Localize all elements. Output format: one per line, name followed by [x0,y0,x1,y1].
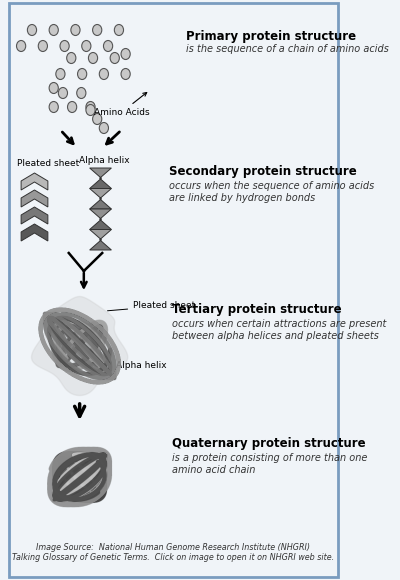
Circle shape [16,41,26,52]
Text: Secondary protein structure: Secondary protein structure [169,165,357,178]
Polygon shape [90,209,112,219]
Circle shape [49,24,58,35]
Polygon shape [32,296,128,396]
Text: occurs when the sequence of amino acids
are linked by hydrogen bonds: occurs when the sequence of amino acids … [169,181,374,202]
Text: Quaternary protein structure: Quaternary protein structure [172,437,365,450]
Circle shape [49,82,58,93]
Text: Image Source:  National Human Genome Research Institute (NHGRI)
Talking Glossary: Image Source: National Human Genome Rese… [12,543,334,563]
Circle shape [104,41,113,52]
Text: Amino Acids: Amino Acids [94,92,149,117]
Circle shape [49,102,58,113]
Text: is a protein consisting of more than one
amino acid chain: is a protein consisting of more than one… [172,453,367,474]
Text: Primary protein structure: Primary protein structure [186,30,356,43]
Polygon shape [21,224,48,241]
Circle shape [86,102,95,113]
Circle shape [110,53,119,63]
Polygon shape [21,190,48,207]
Circle shape [82,41,91,52]
Circle shape [92,24,102,35]
FancyBboxPatch shape [8,3,338,577]
Circle shape [58,88,68,99]
Text: Tertiary protein structure: Tertiary protein structure [172,303,341,316]
Circle shape [99,68,108,79]
Polygon shape [21,173,48,190]
Circle shape [68,102,77,113]
Polygon shape [90,199,112,209]
Circle shape [38,41,48,52]
Polygon shape [90,178,112,188]
Polygon shape [90,168,112,178]
Text: Alpha helix: Alpha helix [80,156,130,165]
Circle shape [114,24,124,35]
Text: Pleated sheet: Pleated sheet [17,159,79,168]
Circle shape [71,24,80,35]
Polygon shape [90,240,112,250]
Text: is the sequence of a chain of amino acids: is the sequence of a chain of amino acid… [186,44,389,54]
Text: Pleated sheet: Pleated sheet [108,302,195,311]
Circle shape [92,114,102,125]
Circle shape [56,68,65,79]
Polygon shape [90,219,112,230]
Circle shape [67,53,76,63]
Circle shape [121,49,130,60]
Polygon shape [90,188,112,199]
Polygon shape [90,230,112,240]
Circle shape [27,24,36,35]
Circle shape [60,41,69,52]
Text: Alpha helix: Alpha helix [77,359,167,369]
Circle shape [121,68,130,79]
Circle shape [99,122,108,133]
Polygon shape [21,207,48,224]
Circle shape [88,53,98,63]
Text: occurs when certain attractions are present
between alpha helices and pleated sh: occurs when certain attractions are pres… [172,319,386,340]
Circle shape [86,104,95,115]
Circle shape [78,68,87,79]
Circle shape [77,88,86,99]
